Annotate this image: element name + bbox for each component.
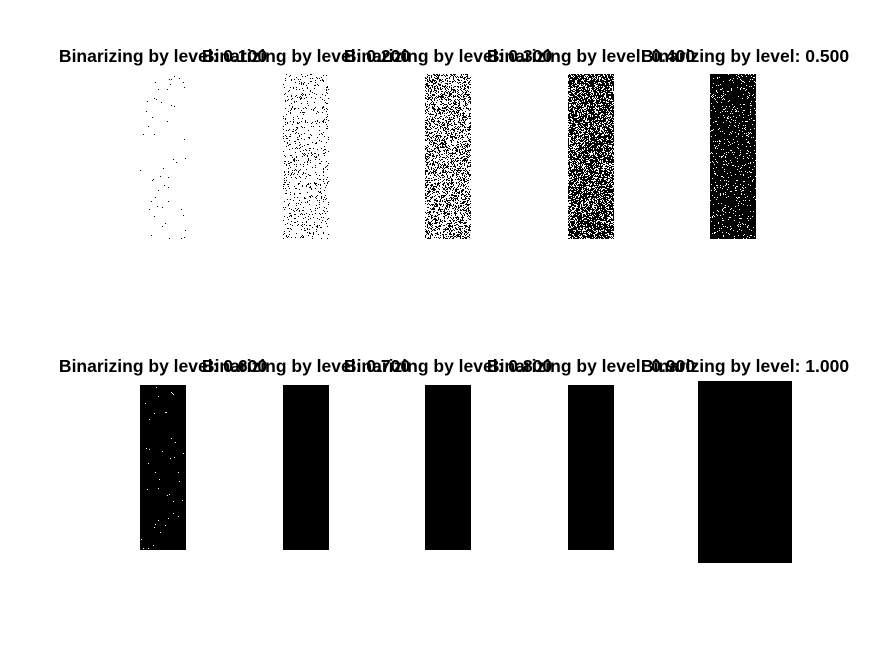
binarized-image <box>710 74 756 239</box>
panel-title: Binarizing by level: 0.800 <box>343 356 553 376</box>
panel-title: Binarizing by level: 0.300 <box>343 46 553 66</box>
binarized-image <box>425 74 471 239</box>
panel-title: Binarizing by level: 0.400 <box>486 46 696 66</box>
panel-title: Binarizing by level: 0.600 <box>58 356 268 376</box>
panel-title: Binarizing by level: 0.100 <box>58 46 268 66</box>
panel-title: Binarizing by level: 1.000 <box>640 356 850 376</box>
binarized-image <box>140 385 186 550</box>
panel-title: Binarizing by level: 0.700 <box>201 356 411 376</box>
binarized-image <box>425 385 471 550</box>
binarized-image <box>568 74 614 239</box>
binarized-image <box>140 74 186 239</box>
binarized-image <box>283 74 329 239</box>
panel-title: Binarizing by level: 0.200 <box>201 46 411 66</box>
binarized-image <box>698 381 792 563</box>
binarized-image <box>568 385 614 550</box>
panel-title: Binarizing by level: 0.900 <box>486 356 696 376</box>
binarized-image <box>283 385 329 550</box>
panel-title: Binarizing by level: 0.500 <box>640 46 850 66</box>
